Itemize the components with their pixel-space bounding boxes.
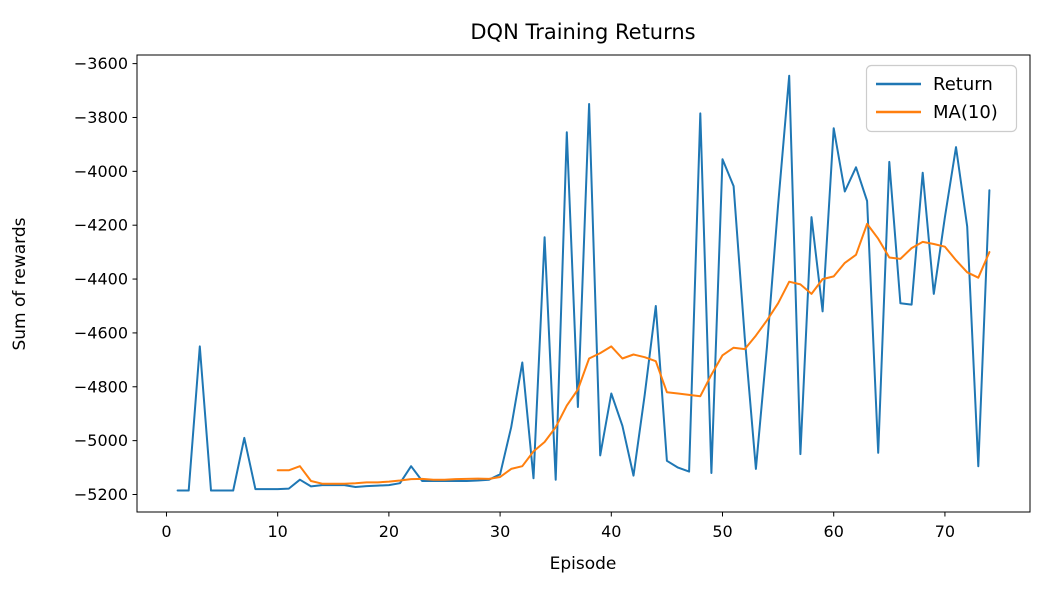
y-tick-label: −3800 (74, 108, 128, 127)
x-tick-label: 30 (490, 522, 510, 541)
y-tick-label: −5000 (74, 431, 128, 450)
series-lines (176, 74, 991, 492)
x-tick-label: 40 (601, 522, 621, 541)
y-tick-label: −3600 (74, 54, 128, 73)
x-tick-label: 50 (712, 522, 732, 541)
x-tick-label: 0 (161, 522, 171, 541)
x-tick-label: 60 (824, 522, 844, 541)
x-axis-label: Episode (550, 554, 617, 574)
x-tick-label: 70 (935, 522, 955, 541)
series-line-return (176, 74, 991, 492)
y-axis-ticks: −3600 −3800 −4000 −4200 −4400 −4600 −4800 −5000… (74, 54, 137, 504)
y-tick-label: −4200 (74, 216, 128, 235)
series-line-ma-10- (276, 222, 991, 485)
y-tick-label: −5200 (74, 485, 128, 504)
legend-label-ma10: MA(10) (933, 102, 998, 123)
chart-title: DQN Training Returns (470, 20, 695, 44)
legend-label-return: Return (933, 74, 993, 95)
x-axis-ticks: 0 10 20 30 40 50 60 70 (161, 512, 955, 541)
y-tick-label: −4800 (74, 377, 128, 396)
axes-frame (136, 54, 1031, 513)
legend-frame (865, 64, 1018, 133)
x-tick-label: 20 (379, 522, 399, 541)
x-tick-label: 10 (267, 522, 287, 541)
y-axis-label: Sum of rewards (10, 217, 30, 350)
y-tick-label: −4000 (74, 162, 128, 181)
y-tick-label: −4400 (74, 270, 128, 289)
y-tick-label: −4600 (74, 323, 128, 342)
legend: Return MA(10) (865, 64, 1018, 133)
